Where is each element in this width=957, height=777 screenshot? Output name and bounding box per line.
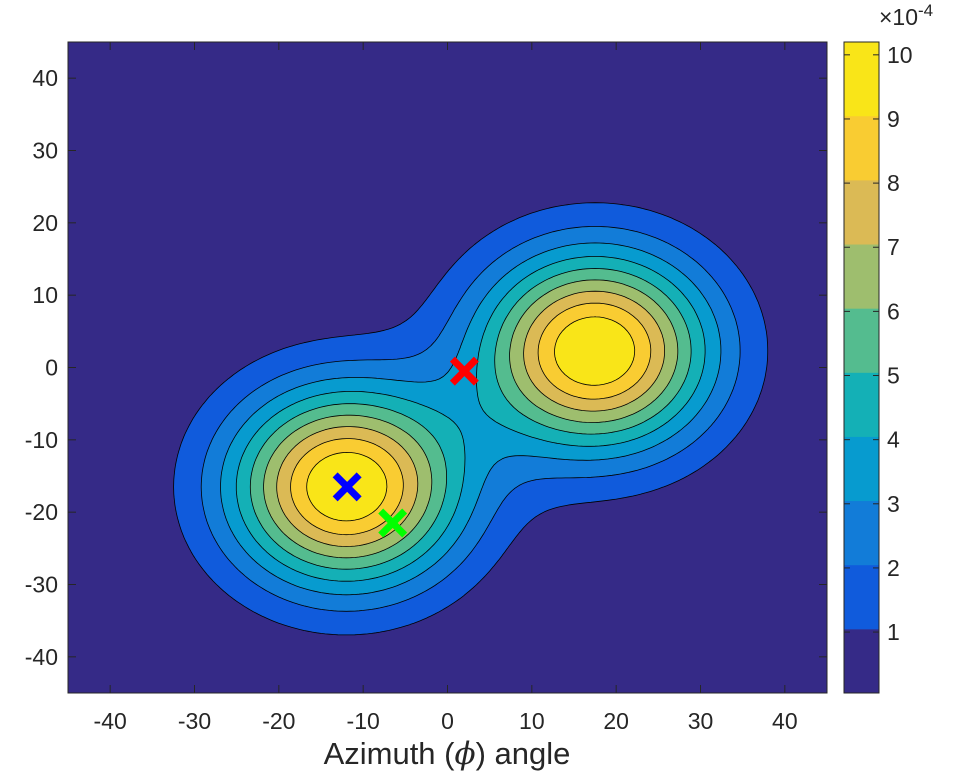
colorbar-band — [844, 564, 879, 630]
y-tick-label: 40 — [32, 65, 58, 91]
colorbar-band — [844, 179, 879, 245]
axis-ticks: -40 -30 -20 -10 0 10 20 30 40 40 30 20 10 0 -10 -20 -30 -… — [25, 42, 827, 734]
markers — [332, 356, 479, 538]
colorbar-tick-label: 3 — [887, 491, 900, 517]
y-tick-label: -30 — [25, 572, 58, 598]
colorbar-band — [844, 42, 879, 117]
colorbar-tick-label: 9 — [887, 106, 900, 132]
x-tick-label: 20 — [603, 708, 629, 734]
colorbar-exponent-base: ×10 — [879, 4, 918, 30]
colorbar-tick-label: 10 — [887, 42, 913, 68]
colorbar-tick-label: 7 — [887, 234, 900, 260]
colorbar-tick-label: 2 — [887, 555, 900, 581]
colorbar-band — [844, 500, 879, 566]
y-tick-label: 30 — [32, 138, 58, 164]
x-tick-label: -10 — [347, 708, 380, 734]
x-marker — [332, 472, 362, 502]
colorbar-tick-label: 6 — [887, 298, 900, 324]
x-tick-label: 30 — [688, 708, 714, 734]
colorbar: 1 2 3 4 5 6 7 8 9 10 — [843, 41, 913, 694]
x-tick-label: -30 — [178, 708, 211, 734]
colorbar-frame — [843, 41, 880, 694]
colorbar-band — [844, 436, 879, 502]
colorbar-band — [844, 372, 879, 437]
x-marker — [449, 356, 479, 386]
colorbar-tick-label: 4 — [887, 427, 900, 453]
x-tick-label: 40 — [772, 708, 798, 734]
colorbar-band — [844, 115, 879, 181]
colorbar-band — [844, 628, 879, 694]
colorbar-band — [844, 244, 879, 309]
y-tick-label: -40 — [25, 644, 58, 670]
colorbar-band — [844, 308, 879, 373]
x-tick-label: -40 — [94, 708, 127, 734]
y-tick-label: -20 — [25, 499, 58, 525]
colorbar-tick-label: 5 — [887, 363, 900, 389]
x-marker — [378, 508, 408, 538]
contour-plot-area — [68, 42, 827, 693]
colorbar-exponent: ×10-4 — [879, 1, 933, 30]
y-tick-label: 20 — [32, 210, 58, 236]
y-tick-label: -10 — [25, 427, 58, 453]
colorbar-tick-label: 1 — [887, 619, 900, 645]
y-tick-label: 0 — [45, 355, 58, 381]
x-tick-label: -20 — [262, 708, 295, 734]
x-tick-label: 10 — [519, 708, 545, 734]
colorbar-tick-label: 8 — [887, 170, 900, 196]
colorbar-exponent-power: -4 — [918, 1, 933, 20]
y-tick-label: 10 — [32, 282, 58, 308]
x-tick-label: 0 — [441, 708, 454, 734]
contour-level-9 — [306, 316, 636, 522]
x-axis-label: Azimuth (ϕ) angle — [324, 736, 571, 772]
